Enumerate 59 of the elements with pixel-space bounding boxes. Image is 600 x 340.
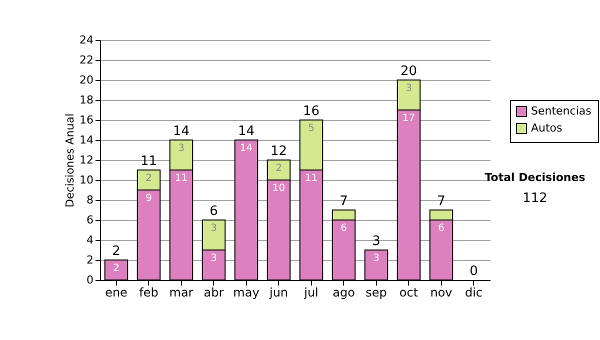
x-tick-label: ago [332, 286, 355, 300]
text: 112 [522, 191, 548, 206]
data-label: 11 [174, 173, 188, 184]
x-tick-label: dic [464, 286, 483, 300]
data-label: 14 [240, 143, 253, 154]
x-tick-label: oct [399, 286, 418, 300]
total-label: 0 [470, 264, 478, 279]
total-label: 6 [210, 204, 218, 219]
data-label: 2 [113, 263, 120, 274]
y-tick-label: 0 [86, 274, 94, 286]
total-label: 7 [437, 194, 446, 209]
data-label: 10 [272, 183, 286, 194]
y-tick-label: 20 [80, 74, 94, 86]
x-tick-label: ene [105, 286, 128, 300]
x-tick-label: nov [430, 286, 452, 300]
x-tick-label: jul [303, 286, 318, 300]
total-label: 3 [372, 234, 380, 249]
y-tick-label: 4 [86, 234, 94, 246]
data-label: 9 [146, 193, 152, 204]
x-tick-label: jun [268, 286, 288, 300]
annotation: Total Decisiones [484, 171, 586, 184]
y-tick-label: 6 [86, 214, 94, 226]
y-tick-label: 18 [80, 94, 94, 106]
y-axis-title: Decisiones Anual [64, 113, 77, 208]
y-tick-label: 22 [80, 54, 94, 66]
data-label: 3 [210, 223, 217, 234]
y-tick-label: 14 [80, 134, 94, 146]
x-tick-label: abr [204, 286, 224, 300]
y-tick-label: 12 [80, 154, 94, 166]
legend-label: Autos [531, 122, 563, 134]
data-label: 2 [276, 163, 282, 174]
data-label: 3 [406, 83, 412, 94]
x-tick-label: mar [169, 286, 194, 300]
x-tick-label: feb [139, 286, 158, 300]
x-tick-label: may [233, 286, 260, 300]
data-label: 6 [438, 223, 444, 234]
data-label: 11 [304, 173, 318, 184]
x-tick-label: sep [366, 286, 387, 300]
data-label: 6 [340, 223, 347, 234]
total-label: 14 [172, 124, 190, 139]
data-label: 3 [210, 253, 217, 264]
total-label: 20 [400, 64, 418, 79]
total-label: 2 [112, 244, 120, 259]
total-label: 7 [340, 194, 348, 209]
y-tick-label: 10 [80, 174, 94, 186]
y-tick-label: 2 [86, 254, 94, 266]
data-label: 3 [373, 253, 380, 264]
data-label: 5 [308, 123, 314, 134]
data-label: 2 [146, 173, 152, 184]
total-label: 14 [238, 124, 255, 139]
data-label: 3 [178, 143, 184, 154]
total-label: 11 [140, 154, 158, 169]
legend-label: Sentencias [531, 104, 592, 118]
y-tick-label: 16 [80, 114, 94, 126]
data-label: 17 [402, 113, 416, 124]
y-tick-label: 8 [86, 194, 94, 206]
total-label: 12 [270, 144, 288, 159]
y-tick-label: 24 [80, 34, 94, 46]
total-label: 16 [302, 104, 320, 119]
